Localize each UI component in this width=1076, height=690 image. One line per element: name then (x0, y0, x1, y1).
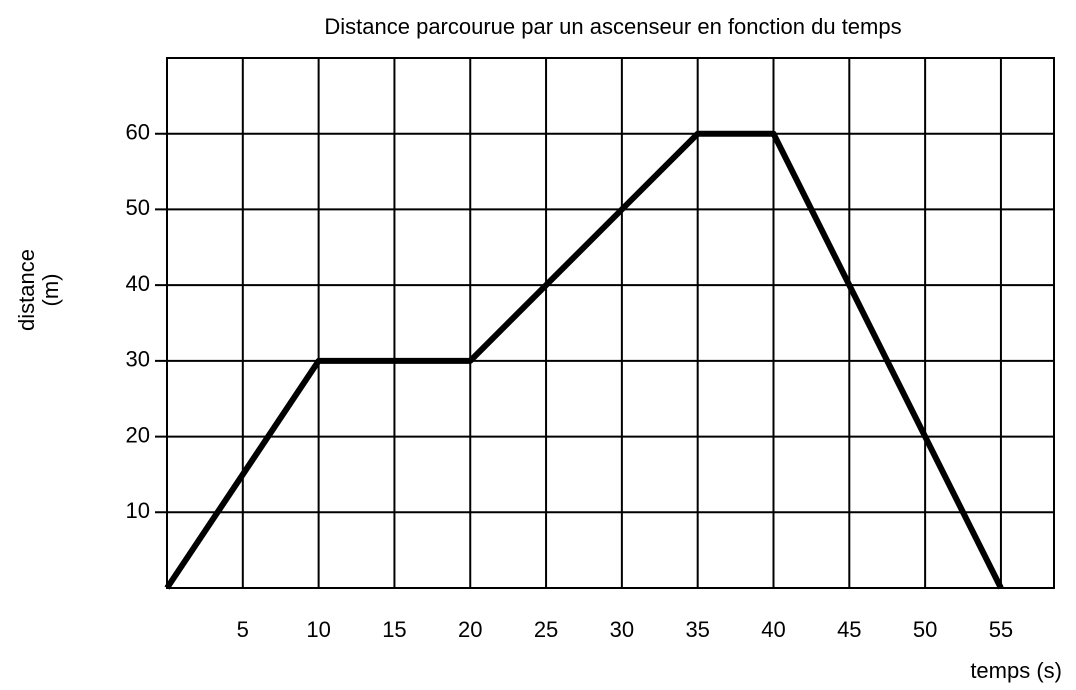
chart-title: Distance parcourue par un ascenseur en f… (324, 14, 901, 39)
x-tick-label: 50 (913, 617, 937, 642)
y-tick-label: 20 (126, 422, 150, 447)
y-tick-label: 30 (126, 347, 150, 372)
plot-border (166, 57, 1055, 589)
x-tick-label: 5 (237, 617, 249, 642)
x-tick-label: 25 (534, 617, 558, 642)
x-tick-label: 10 (306, 617, 330, 642)
y-axis-label: distance(m) (14, 249, 63, 331)
x-axis-label: temps (s) (970, 658, 1062, 683)
y-tick-label: 60 (126, 120, 150, 145)
y-tick-label: 40 (126, 271, 150, 296)
x-tick-label: 15 (382, 617, 406, 642)
data-line (164, 130, 1004, 590)
x-tick-label: 45 (837, 617, 861, 642)
x-tick-label: 55 (989, 617, 1013, 642)
x-tick-label: 20 (458, 617, 482, 642)
y-tick-label: 10 (126, 498, 150, 523)
x-tick-label: 30 (610, 617, 634, 642)
x-tick-label: 35 (685, 617, 709, 642)
x-tick-label: 40 (761, 617, 785, 642)
y-tick-label: 50 (126, 195, 150, 220)
